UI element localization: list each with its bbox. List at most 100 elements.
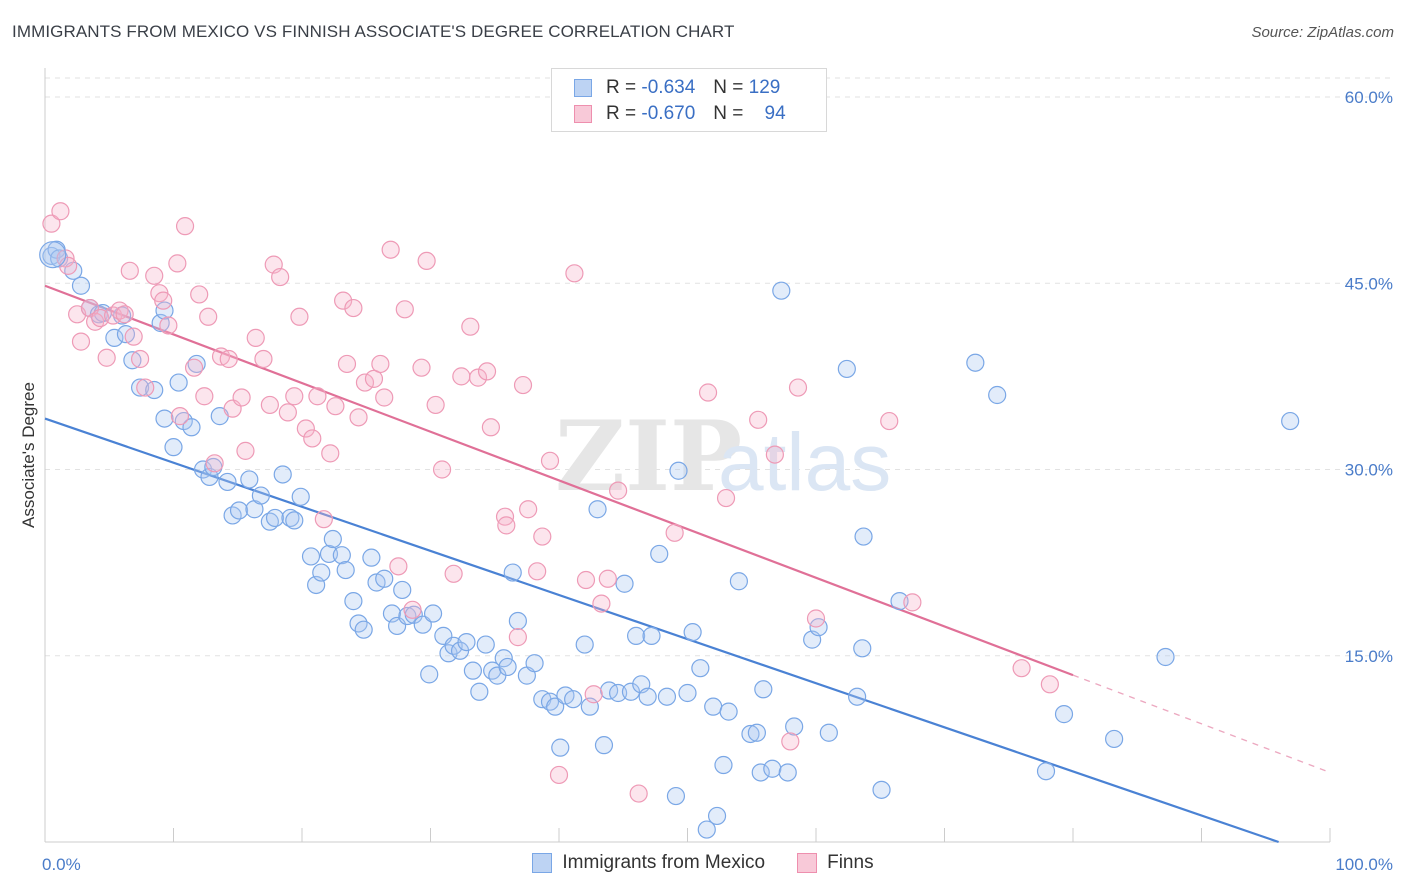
point-mexico: [301, 547, 321, 566]
legend-r-value-mexico: -0.634: [641, 77, 696, 98]
point-mexico: [588, 500, 607, 519]
point-mexico: [1054, 705, 1074, 724]
point-finns: [278, 403, 297, 422]
point-finns: [412, 358, 431, 377]
point-finns: [159, 316, 178, 335]
point-mexico: [704, 697, 723, 716]
point-mexico: [273, 465, 292, 484]
point-finns: [334, 291, 353, 310]
bottom-legend-swatch-finns: [797, 853, 818, 873]
bottom-legend-swatch-mexico: [532, 853, 553, 873]
point-mexico: [854, 527, 873, 546]
y-tick-label: 60.0%: [1345, 88, 1393, 107]
point-finns: [205, 454, 224, 473]
point-finns: [285, 387, 304, 406]
point-mexico: [697, 820, 716, 839]
point-finns: [629, 784, 648, 803]
point-mexico: [751, 763, 770, 782]
point-finns: [880, 411, 899, 431]
point-finns: [698, 383, 718, 402]
point-mexico: [714, 755, 733, 775]
point-finns: [749, 410, 768, 429]
point-mexico: [413, 615, 432, 634]
bottom-legend-label-mexico: Immigrants from Mexico: [562, 852, 766, 873]
point-finns: [145, 266, 164, 285]
point-finns: [513, 375, 533, 395]
legend-r-value-finns: -0.670: [641, 103, 696, 124]
point-mexico: [336, 560, 355, 580]
point-finns: [175, 217, 195, 236]
legend-row-mexico: R = -0.634 N = 129: [574, 75, 780, 101]
x-tick-label: 0.0%: [42, 855, 81, 874]
point-finns: [389, 557, 408, 576]
legend-swatch-mexico: [574, 79, 592, 97]
point-mexico: [494, 649, 513, 668]
point-finns: [1012, 659, 1031, 678]
point-finns: [806, 609, 826, 628]
point-mexico: [575, 635, 594, 654]
trend-lines: [44, 284, 1331, 844]
trendline-finns-extension: [1072, 674, 1331, 774]
point-mexico: [837, 359, 856, 379]
point-mexico: [848, 687, 867, 706]
point-finns: [154, 291, 173, 310]
trendline-mexico: [44, 417, 1279, 844]
point-mexico: [463, 661, 483, 680]
trendline-finns: [44, 284, 1074, 677]
point-mexico: [354, 620, 373, 639]
legend-n-label: N =: [713, 103, 744, 124]
point-mexico: [319, 544, 339, 564]
point-mexico: [470, 682, 489, 701]
point-finns: [788, 378, 808, 397]
legend-n-label: N =: [713, 77, 744, 98]
point-finns: [903, 593, 922, 612]
point-mexico: [609, 683, 628, 703]
point-finns: [190, 285, 209, 304]
bottom-legend-item-mexico: Immigrants from Mexico: [532, 852, 765, 874]
point-finns: [461, 317, 480, 336]
point-mexico: [164, 438, 183, 457]
point-finns: [481, 418, 500, 437]
point-mexico: [508, 611, 527, 631]
point-finns: [195, 387, 214, 406]
watermark-atlas: atlas: [718, 417, 891, 508]
point-finns: [765, 445, 784, 464]
point-finns: [549, 765, 569, 785]
point-finns: [1040, 675, 1059, 694]
point-finns: [344, 298, 363, 318]
point-finns: [296, 419, 315, 438]
point-mexico: [669, 461, 688, 480]
point-finns: [576, 570, 596, 590]
point-finns: [609, 481, 628, 500]
point-finns: [124, 327, 143, 346]
point-finns: [432, 460, 452, 479]
point-finns: [533, 527, 552, 546]
point-mexico: [683, 623, 702, 642]
point-finns: [168, 254, 187, 273]
point-mexico: [747, 723, 766, 742]
point-finns: [271, 267, 290, 287]
point-finns: [565, 264, 584, 283]
point-mexico: [498, 657, 517, 677]
point-finns: [308, 387, 327, 406]
point-mexico: [503, 563, 522, 582]
point-mexico: [772, 281, 791, 300]
point-mexico: [169, 373, 188, 392]
point-mexico: [872, 780, 891, 799]
watermark: ZIP atlas: [555, 400, 891, 513]
point-mexico: [615, 574, 634, 593]
point-finns: [355, 373, 375, 392]
point-mexico: [420, 665, 439, 684]
point-mexico: [123, 351, 142, 370]
point-finns: [219, 349, 238, 369]
bottom-legend: Immigrants from Mexico Finns: [0, 852, 1406, 874]
point-mexico: [229, 501, 249, 520]
point-mexico: [626, 626, 646, 645]
chart-source: Source: ZipAtlas.com: [1251, 24, 1394, 41]
bottom-legend-label-finns: Finns: [827, 852, 874, 873]
point-finns: [477, 362, 497, 381]
point-mexico: [966, 353, 985, 372]
point-mexico: [251, 486, 270, 505]
point-mexico: [323, 529, 342, 549]
point-mexico: [819, 723, 838, 742]
